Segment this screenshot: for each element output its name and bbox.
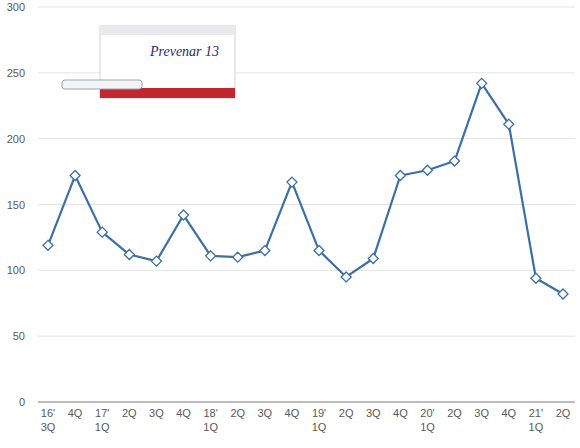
data-line (48, 83, 563, 294)
x-tick-label: 4Q (68, 407, 83, 419)
plot-area (43, 78, 568, 299)
data-point (422, 165, 432, 175)
grid-line (38, 7, 575, 8)
x-tick-label: 19'1Q (312, 407, 327, 433)
y-tick-label: 100 (7, 264, 25, 276)
x-tick-label: 20'1Q (420, 407, 435, 433)
data-point (341, 272, 351, 282)
grid-line (38, 138, 575, 139)
x-tick-label: 4Q (501, 407, 516, 419)
data-point (477, 78, 487, 88)
data-point (97, 227, 107, 237)
x-tick-label: 3Q (257, 407, 272, 419)
x-tick-label: 2Q (122, 407, 137, 419)
data-point (233, 252, 243, 262)
grid-line (38, 402, 575, 403)
x-tick-label: 3Q (149, 407, 164, 419)
x-tick-label: 4Q (393, 407, 408, 419)
data-point (287, 177, 297, 187)
y-tick-label: 150 (7, 199, 25, 211)
x-tick-label: 4Q (285, 407, 300, 419)
data-point (504, 119, 514, 129)
x-tick-label: 3Q (474, 407, 489, 419)
data-point (151, 256, 161, 266)
data-point (179, 210, 189, 220)
x-tick-label: 16'3Q (41, 407, 56, 433)
x-tick-label: 2Q (447, 407, 462, 419)
x-axis-line (38, 402, 575, 403)
data-point (368, 253, 378, 263)
y-tick-label: 300 (7, 1, 25, 13)
data-point (206, 251, 216, 261)
data-point (124, 250, 134, 260)
x-tick-label: 2Q (230, 407, 245, 419)
x-tick-label: 17'1Q (95, 407, 110, 433)
product-image (62, 26, 235, 98)
data-point (558, 289, 568, 299)
grid-line (38, 204, 575, 205)
y-tick-label: 0 (19, 396, 25, 408)
x-tick-label: 2Q (339, 407, 354, 419)
x-tick-label: 3Q (366, 407, 381, 419)
data-point (314, 246, 324, 256)
annotation: Prevenar 13 (149, 44, 219, 59)
grid-line (38, 336, 575, 337)
data-point (260, 246, 270, 256)
data-point (70, 171, 80, 181)
y-tick-label: 250 (7, 67, 25, 79)
data-point (531, 273, 541, 283)
data-point (43, 240, 53, 250)
x-tick-label: 4Q (176, 407, 191, 419)
x-tick-label: 2Q (556, 407, 571, 419)
grid-line (38, 270, 575, 271)
x-tick-label: 18'1Q (203, 407, 218, 433)
y-tick-label: 50 (13, 330, 25, 342)
y-tick-label: 200 (7, 133, 25, 145)
data-point (450, 156, 460, 166)
data-point (395, 171, 405, 181)
x-tick-label: 21'1Q (529, 407, 544, 433)
